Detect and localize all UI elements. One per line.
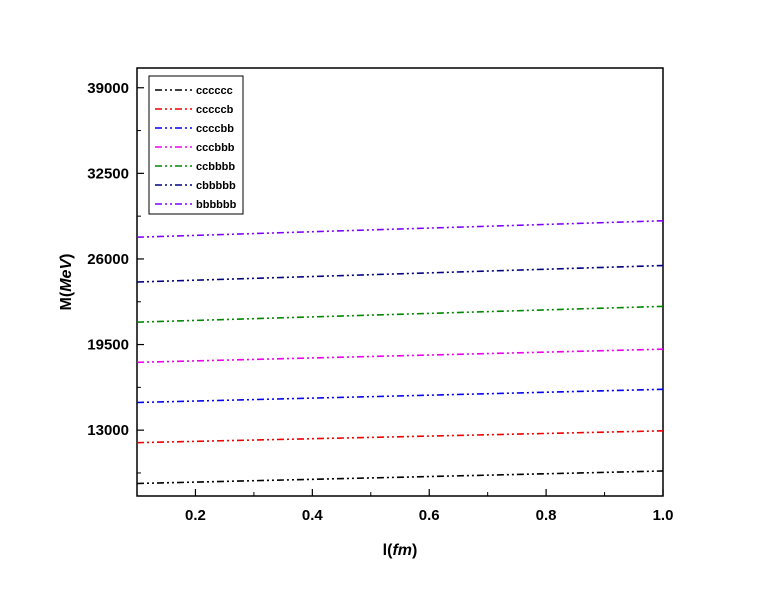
y-tick-label: 32500 — [87, 165, 129, 182]
series-line-cccccb — [136, 430, 664, 444]
legend-label: cccbbb — [196, 142, 235, 154]
legend-items: cccccc cccccb ccccbb cccbbb ccbbbb cbbbbb bbbb… — [155, 85, 237, 211]
y-axis-title: M(MeV) — [58, 254, 75, 311]
legend-label: cccccc — [196, 85, 233, 97]
y-tick-label: 19500 — [87, 337, 129, 354]
series-line-ccbbbb — [136, 305, 664, 323]
legend: cccccc cccccb ccccbb cccbbb ccbbbb cbbbbb bbbb… — [148, 75, 244, 215]
series-line-cccbbb — [136, 348, 664, 364]
y-tick-label: 39000 — [87, 80, 129, 97]
x-axis-ticks: 0.2 0.4 0.6 0.8 1.0 — [136, 489, 674, 524]
legend-label: bbbbbb — [196, 199, 237, 211]
x-tick-label: 0.2 — [185, 507, 206, 524]
series-line-bbbbbb — [136, 219, 664, 239]
legend-label: ccccbb — [196, 123, 234, 135]
x-axis-title: l(fm) — [383, 542, 418, 559]
legend-label: ccbbbb — [196, 161, 235, 173]
legend-label: cccccb — [196, 104, 234, 116]
x-tick-label: 0.8 — [536, 507, 557, 524]
x-tick-label: 0.4 — [302, 507, 324, 524]
legend-box — [148, 75, 244, 215]
x-tick-label: 1.0 — [653, 507, 674, 524]
y-tick-label: 13000 — [87, 422, 129, 439]
series-line-cccccc — [136, 470, 664, 485]
series-line-ccccbb — [136, 388, 664, 404]
y-tick-label: 26000 — [87, 251, 129, 268]
series-line-cbbbbb — [136, 264, 664, 283]
legend-label: cbbbbb — [196, 180, 236, 192]
series-lines — [136, 219, 664, 485]
x-tick-label: 0.6 — [419, 507, 440, 524]
y-axis-ticks: 13000 19500 26000 32500 39000 — [87, 80, 144, 474]
